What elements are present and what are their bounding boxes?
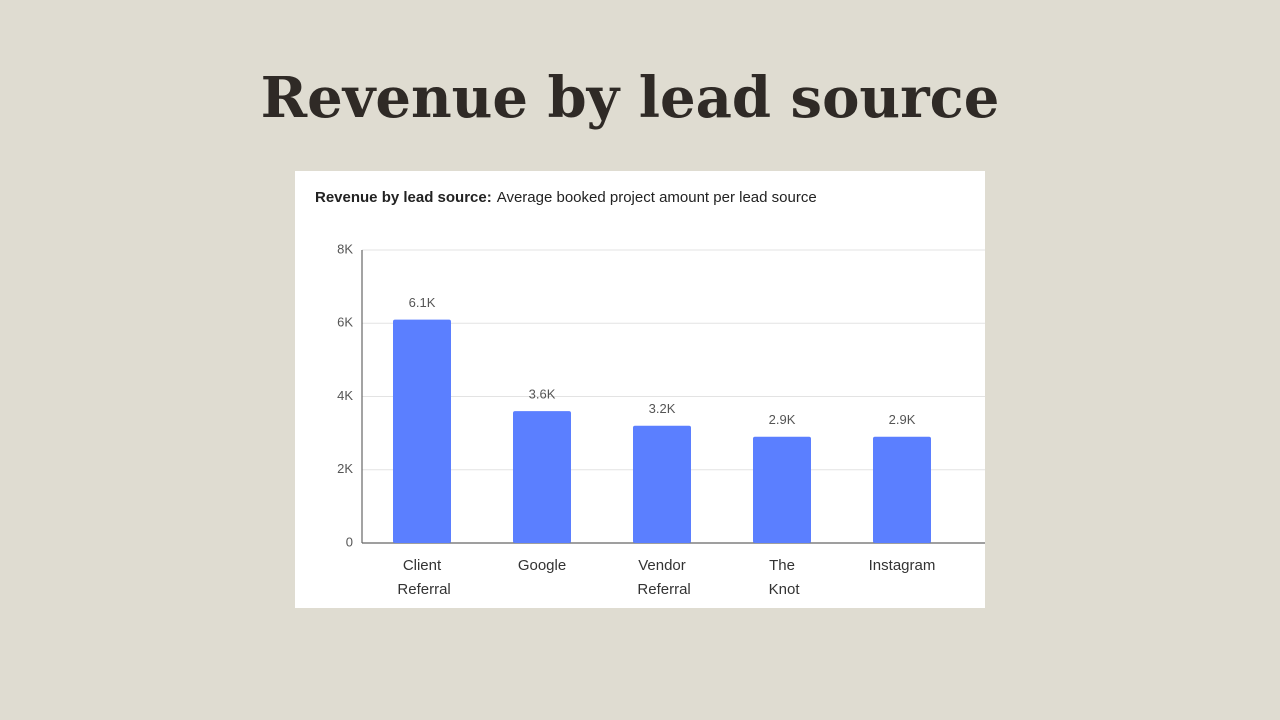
value-label: 6.1K [409,295,436,310]
chart-title: Revenue by lead source: [315,189,492,206]
y-tick-label: 6K [337,315,353,330]
bar [873,436,931,543]
y-tick-label: 8K [337,241,353,256]
x-tick-label: Instagram [869,557,936,574]
x-tick-label: Client Referral [393,557,451,598]
value-label: 2.9K [769,412,796,427]
x-tick-label: The Knot [764,557,800,598]
value-label: 2.9K [889,412,916,427]
value-label: 3.6K [529,387,556,402]
bar [513,411,571,543]
chart-subtitle: Average booked project amount per lead s… [497,189,817,206]
x-tick-label: Google [518,557,566,574]
x-tick-label: Vendor Referral [633,557,691,598]
y-tick-label: 4K [337,388,353,403]
bar [633,425,691,543]
y-tick-label: 2K [337,461,353,476]
chart-heading: Revenue by lead source: Average booked pr… [315,189,817,206]
bar [393,319,451,543]
y-tick-label: 0 [346,534,353,549]
value-label: 3.2K [649,401,676,416]
page-title: Revenue by lead source [261,65,1000,131]
bar [753,436,811,543]
